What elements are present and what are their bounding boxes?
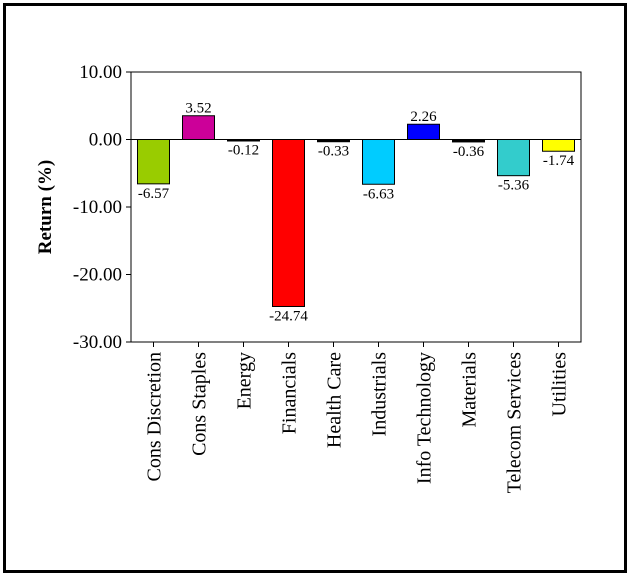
- data-label: -0.36: [453, 144, 485, 160]
- data-label: -5.36: [498, 178, 530, 194]
- data-label: -24.74: [269, 308, 308, 324]
- chart-frame: 10.00 0.00 -10.00 -20.00 -30.00 -6.57 3.52 -0.…: [3, 3, 627, 573]
- data-label: 3.52: [185, 101, 211, 117]
- bar-financials: [272, 139, 305, 307]
- category-label: Telecom Services: [504, 352, 526, 494]
- y-axis-title: Return (%): [35, 160, 56, 254]
- y-tick-label: -30.00: [73, 332, 122, 353]
- category-label: Energy: [234, 352, 256, 409]
- y-axis-ticks: 10.00 0.00 -10.00 -20.00 -30.00: [73, 62, 131, 353]
- bar-industrials: [362, 139, 395, 185]
- data-labels-layer: -6.57 3.52 -0.12 -24.74 -0.33 -6.63 2.26 -0.36 -…: [138, 101, 575, 325]
- category-label: Cons Discretion: [144, 352, 166, 481]
- y-tick-label: 10.00: [79, 62, 122, 83]
- data-label: -6.57: [138, 186, 170, 202]
- data-label: -6.63: [363, 186, 394, 202]
- data-label: -0.12: [228, 142, 259, 158]
- bar-cons-discretion: [137, 139, 170, 185]
- x-axis-categories: Cons Discretion Cons Staples Energy Financi…: [144, 342, 571, 493]
- bar-telecom-services: [497, 139, 530, 177]
- bar-utilities: [542, 139, 575, 152]
- y-tick-label: -20.00: [73, 265, 122, 286]
- category-label: Financials: [279, 352, 301, 434]
- category-label: Info Technology: [414, 352, 436, 484]
- y-tick-label: 0.00: [89, 130, 122, 151]
- bar-cons-staples: [182, 115, 215, 140]
- bar-chart: 10.00 0.00 -10.00 -20.00 -30.00 -6.57 3.52 -0.…: [35, 62, 582, 493]
- category-label: Industrials: [369, 352, 391, 437]
- data-label: -1.74: [543, 153, 575, 169]
- category-label: Cons Staples: [189, 352, 211, 456]
- data-label: 2.26: [410, 109, 437, 125]
- data-label: -0.33: [318, 144, 349, 160]
- bars-layer: [137, 115, 575, 307]
- category-label: Health Care: [324, 352, 346, 448]
- bar-info-technology: [407, 123, 440, 141]
- category-label: Utilities: [549, 352, 571, 417]
- y-tick-label: -10.00: [73, 197, 122, 218]
- category-label: Materials: [459, 352, 481, 428]
